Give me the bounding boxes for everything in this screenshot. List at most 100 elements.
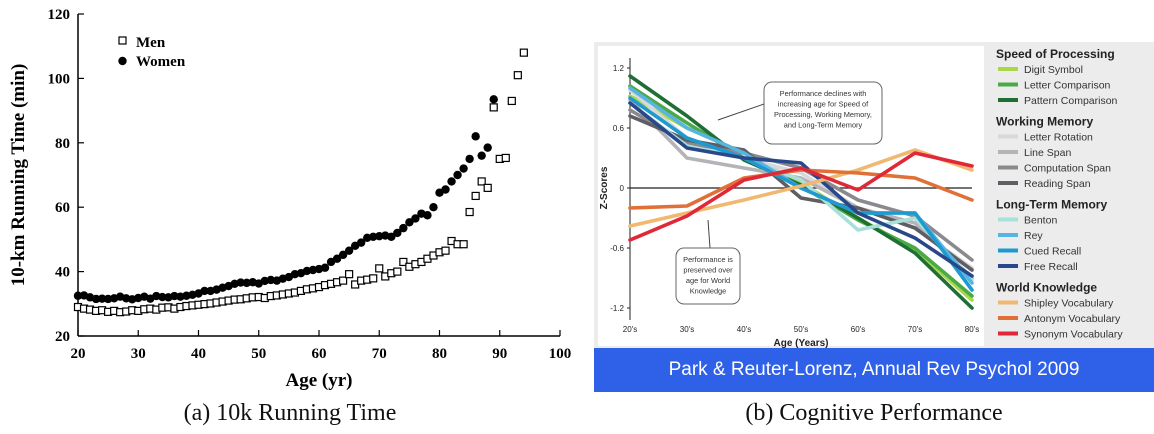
- men-point: [483, 183, 492, 192]
- annotation-box: [675, 247, 741, 305]
- x-tick-label: 90: [492, 346, 507, 362]
- x-tick-label: 40's: [737, 325, 751, 334]
- y-tick-label: -1.2: [610, 304, 624, 313]
- legend-item-label: Line Span: [1024, 147, 1071, 159]
- annotation-preserved: Performance is preserved over age for Worl…: [675, 219, 741, 305]
- men-point: [441, 246, 450, 255]
- series-line: [628, 98, 974, 280]
- women-point: [158, 292, 167, 302]
- women-point: [453, 170, 462, 180]
- x-tick-label: 100: [549, 346, 572, 362]
- legend-item-label: Shipley Vocabulary: [1024, 298, 1114, 310]
- y-tick-label: -0.6: [610, 244, 624, 253]
- women-point: [441, 185, 450, 194]
- x-tick-label: 20: [71, 346, 86, 362]
- legend-item-label: Free Recall: [1024, 261, 1078, 273]
- men-point: [513, 71, 522, 80]
- y-tick-label: 60: [55, 200, 70, 216]
- legend-item-label: Reading Span: [1024, 178, 1091, 190]
- men-point: [375, 264, 384, 273]
- women-point: [411, 214, 420, 223]
- legend-item-label: Letter Rotation: [1024, 132, 1093, 144]
- men-point: [339, 276, 348, 285]
- women-point: [97, 294, 107, 303]
- x-tick-label: 40: [191, 346, 206, 362]
- series-line: [628, 148, 974, 228]
- cognitive-panel: 1.2 0.6 0 -0.6 -1.2 20's 30's 40's 50's 60's 70's 8…: [594, 42, 1154, 392]
- cognitive-performance-chart: 1.2 0.6 0 -0.6 -1.2 20's 30's 40's 50's 60's 70's 8…: [594, 42, 1154, 349]
- women-point: [356, 238, 366, 247]
- men-point: [477, 177, 486, 186]
- x-axis-label: Age (Years): [773, 338, 828, 349]
- y-tick-label: 120: [48, 7, 71, 23]
- men-point: [471, 191, 480, 201]
- x-tick-label: 60's: [851, 325, 865, 334]
- y-tick-label: 20: [55, 329, 70, 345]
- men-point: [489, 103, 498, 112]
- women-point: [320, 263, 330, 272]
- x-axis-label: Age (yr): [286, 370, 353, 391]
- x-tick-label: 50: [251, 346, 266, 362]
- legend-group-title: Speed of Processing: [996, 47, 1115, 61]
- legend-group-title: Long-Term Memory: [996, 198, 1107, 212]
- women-point: [471, 132, 480, 141]
- series-line: [628, 114, 974, 272]
- x-tick-label: 80's: [965, 325, 979, 334]
- men-point: [369, 274, 378, 283]
- legend-item-label: Pattern Comparison: [1024, 95, 1118, 107]
- legend-item-label: Letter Comparison: [1024, 80, 1111, 92]
- women-point: [73, 291, 83, 300]
- annotation-text: Performance is preserved over age for Worl…: [683, 255, 733, 296]
- y-axis-label: Z-Scores: [599, 166, 610, 209]
- caption-b: (b) Cognitive Performance: [745, 400, 1003, 426]
- caption-a: (a) 10k Running Time: [183, 400, 397, 426]
- annotation-box: [763, 81, 883, 145]
- men-point: [519, 48, 528, 57]
- legend-group-title: World Knowledge: [996, 281, 1097, 295]
- women-point: [387, 232, 396, 242]
- women-point: [344, 246, 354, 255]
- x-tick-label: 20's: [623, 325, 637, 334]
- series-line: [628, 168, 974, 210]
- women-point: [465, 154, 474, 164]
- men-point: [459, 240, 468, 249]
- men-point: [507, 96, 516, 106]
- women-point: [447, 177, 456, 186]
- source-banner: Park & Reuter-Lorenz, Annual Rev Psychol…: [594, 348, 1154, 392]
- y-tick-label: 0: [620, 184, 625, 193]
- women-point: [399, 223, 408, 233]
- women-point: [429, 203, 438, 212]
- legend-item-label: Rey: [1024, 230, 1043, 242]
- annotation-arrow: [707, 219, 711, 249]
- women-point: [489, 95, 498, 104]
- y-axis-label: 10-km Running Time (min): [8, 64, 29, 287]
- women-point: [200, 286, 209, 296]
- women-point: [236, 278, 245, 287]
- women-point: [393, 228, 402, 238]
- legend-item-label: Computation Span: [1024, 163, 1111, 175]
- men-point: [345, 270, 354, 279]
- annotation-arrow: [717, 103, 765, 121]
- legend-men-label: Men: [136, 35, 166, 51]
- men-point: [393, 267, 402, 276]
- women-point: [91, 294, 101, 304]
- running-time-chart: 20 30 40 50 60 70 80 90 100 20 40 60 80 100 120 Age (yr…: [8, 7, 572, 391]
- legend-women-marker: [118, 56, 127, 66]
- women-point: [477, 151, 486, 160]
- y-tick-label: 40: [55, 265, 70, 281]
- legend-item-label: Cued Recall: [1024, 246, 1081, 258]
- legend-item-label: Synonym Vocabulary: [1024, 329, 1123, 341]
- series-line: [628, 101, 974, 278]
- legend-group-title: Working Memory: [996, 115, 1093, 129]
- legend-women-label: Women: [136, 54, 186, 70]
- legend-item-label: Digit Symbol: [1024, 64, 1083, 76]
- legend-men-marker: [118, 36, 127, 45]
- legend-item-label: Antonym Vocabulary: [1024, 313, 1121, 325]
- x-tick-label: 30's: [680, 325, 694, 334]
- y-tick-label: 1.2: [613, 64, 625, 73]
- legend-item-label: Benton: [1024, 215, 1057, 227]
- men-point: [501, 153, 510, 163]
- y-tick-label: 0.6: [613, 124, 625, 133]
- men-point: [399, 257, 408, 267]
